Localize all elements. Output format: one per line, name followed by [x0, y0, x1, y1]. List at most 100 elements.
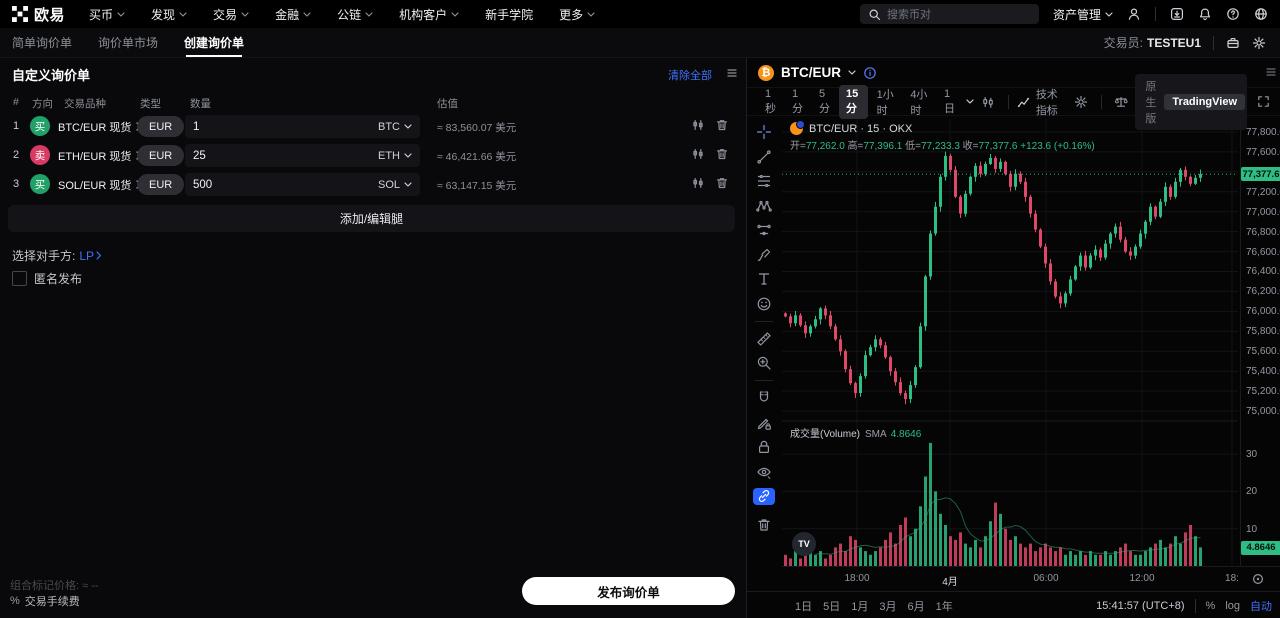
menu-item[interactable]: 发现	[151, 6, 187, 23]
tab-active[interactable]: 创建询价单	[184, 28, 244, 57]
range-button[interactable]: 5日	[823, 600, 841, 613]
divider	[1194, 598, 1196, 613]
brush-tool-icon[interactable]	[753, 246, 775, 262]
chart-settings-gear-icon[interactable]	[1074, 95, 1088, 109]
panel-menu-icon[interactable]	[726, 67, 738, 79]
delete-leg-icon[interactable]	[715, 147, 729, 161]
timeframe-option[interactable]: 1秒	[765, 87, 776, 115]
menu-item[interactable]: 机构客户	[399, 6, 459, 23]
fib-retracement-tool-icon[interactable]	[753, 173, 775, 189]
hide-all-tool-icon[interactable]	[753, 464, 775, 480]
menu-item[interactable]: 公链	[337, 6, 373, 23]
amount-input[interactable]	[185, 149, 378, 162]
rfq-leg-row: 2卖 ETH/EUR 现货 EUR ETH ≈ 46,421.66 美元	[0, 141, 746, 170]
magnet-tool-icon[interactable]	[753, 390, 775, 406]
tab-item[interactable]: 简单询价单	[12, 36, 73, 50]
delete-leg-icon[interactable]	[715, 176, 729, 190]
ruler-tool-icon[interactable]	[753, 331, 775, 347]
btc-coin-icon: ₿	[758, 64, 774, 81]
menu-item[interactable]: 新手学院	[485, 6, 533, 23]
crosshair-tool-icon[interactable]	[753, 124, 775, 140]
widget-icon[interactable]	[1226, 36, 1240, 50]
pair-selector[interactable]: ETH/EUR 现货	[58, 141, 142, 170]
clear-all-link[interactable]: 清除全部	[668, 70, 712, 82]
indicators-button[interactable]: 技术指标	[1017, 86, 1067, 118]
delete-leg-icon[interactable]	[715, 118, 729, 132]
range-button[interactable]: 1月	[851, 600, 869, 613]
timeframe-option[interactable]: 4小时	[910, 88, 928, 117]
zoom-in-tool-icon[interactable]	[753, 355, 775, 371]
log-scale-button[interactable]: log	[1225, 599, 1240, 612]
emoji-tool-icon[interactable]	[753, 295, 775, 311]
candle-style-icon[interactable]	[981, 95, 995, 109]
trend-line-tool-icon[interactable]	[753, 148, 775, 164]
fee-label: 交易手续费	[24, 596, 80, 608]
download-icon[interactable]	[1170, 7, 1184, 21]
auto-scale-button[interactable]: 自动	[1250, 600, 1272, 613]
unit-selector[interactable]: ETH	[378, 150, 420, 162]
volume-tick-label: 20	[1246, 486, 1258, 498]
view-chart-icon[interactable]	[691, 176, 705, 190]
price-axis[interactable]: 77,800.0 77,600.0 77,200.0 77,000.0 76,800.0…	[1240, 119, 1280, 566]
native-version-option[interactable]: 原生版	[1145, 80, 1157, 125]
range-button[interactable]: 1日	[795, 600, 813, 613]
percent-scale-button[interactable]: %	[1205, 599, 1216, 612]
type-pill[interactable]: EUR	[137, 174, 185, 195]
menu-item-label: 发现	[151, 7, 176, 22]
remove-tool-icon[interactable]	[753, 517, 775, 533]
link-tool-icon[interactable]	[753, 488, 775, 505]
assets-dropdown[interactable]: 资产管理	[1053, 6, 1113, 23]
search-input[interactable]: 搜索币对	[859, 4, 1039, 24]
timeframe-chevron-down-icon[interactable]	[966, 99, 974, 104]
timeframe-option[interactable]: 1日	[944, 87, 955, 115]
user-icon[interactable]	[1127, 7, 1141, 21]
chart-plot-area[interactable]: BTC/EUR · 15 · OKX 开=77,262.0 高=77,396.1…	[782, 119, 1238, 566]
okx-logo[interactable]: 欧易	[0, 4, 75, 25]
range-button[interactable]: 6月	[907, 600, 925, 613]
bell-icon[interactable]	[1198, 7, 1212, 21]
menu-item[interactable]: 更多	[559, 6, 595, 23]
tab-item[interactable]: 询价单市场	[98, 36, 159, 50]
range-button[interactable]: 3月	[879, 600, 897, 613]
amount-input[interactable]	[185, 120, 378, 133]
settings-gear-icon[interactable]	[1252, 36, 1266, 50]
timeframe-active[interactable]: 15分	[839, 84, 868, 119]
type-pill[interactable]: EUR	[137, 145, 185, 166]
view-chart-icon[interactable]	[691, 147, 705, 161]
menu-item[interactable]: 交易	[213, 6, 249, 23]
menu-item[interactable]: 买币	[89, 6, 125, 23]
unit-selector[interactable]: SOL	[378, 179, 420, 191]
strategy-scale-icon[interactable]	[1114, 95, 1129, 109]
anonymous-checkbox[interactable]	[12, 271, 27, 286]
pair-selector[interactable]: BTC/EUR 现货	[58, 112, 142, 141]
time-axis[interactable]: 18:00 4月 06:00 12:00 18:	[782, 566, 1280, 592]
chevron-down-icon	[1105, 11, 1113, 17]
header-menu-icon[interactable]	[1265, 66, 1277, 78]
unit-selector[interactable]: BTC	[378, 121, 420, 133]
scroll-to-realtime-icon[interactable]	[1251, 572, 1265, 586]
type-pill[interactable]: EUR	[137, 116, 185, 137]
tradingview-option[interactable]: TradingView	[1164, 93, 1246, 110]
menu-item[interactable]: 金融	[275, 6, 311, 23]
info-icon[interactable]	[863, 66, 877, 80]
timeframe-option[interactable]: 1分	[792, 87, 803, 115]
symbol-chevron-down-icon[interactable]	[848, 70, 856, 75]
lock-all-tool-icon[interactable]	[753, 439, 775, 455]
xabcd-pattern-tool-icon[interactable]	[753, 197, 775, 213]
pair-selector[interactable]: SOL/EUR 现货	[58, 170, 142, 199]
publish-rfq-button[interactable]: 发布询价单	[522, 577, 735, 605]
globe-icon[interactable]	[1254, 7, 1268, 21]
amount-input[interactable]	[185, 178, 378, 191]
text-tool-icon[interactable]	[753, 271, 775, 287]
range-button[interactable]: 1年	[935, 600, 953, 613]
projection-tool-icon[interactable]	[753, 222, 775, 238]
topbar-right: 搜索币对 资产管理	[859, 4, 1280, 24]
counterparty-link[interactable]: LP	[79, 249, 102, 263]
timeframe-option[interactable]: 5分	[819, 87, 830, 115]
add-edit-legs-button[interactable]: 添加/编辑腿	[8, 205, 735, 232]
timeframe-option[interactable]: 1小时	[876, 88, 894, 117]
fullscreen-icon[interactable]	[1257, 95, 1270, 108]
help-icon[interactable]	[1226, 7, 1240, 21]
view-chart-icon[interactable]	[691, 118, 705, 132]
drawing-mode-tool-icon[interactable]	[753, 415, 775, 431]
